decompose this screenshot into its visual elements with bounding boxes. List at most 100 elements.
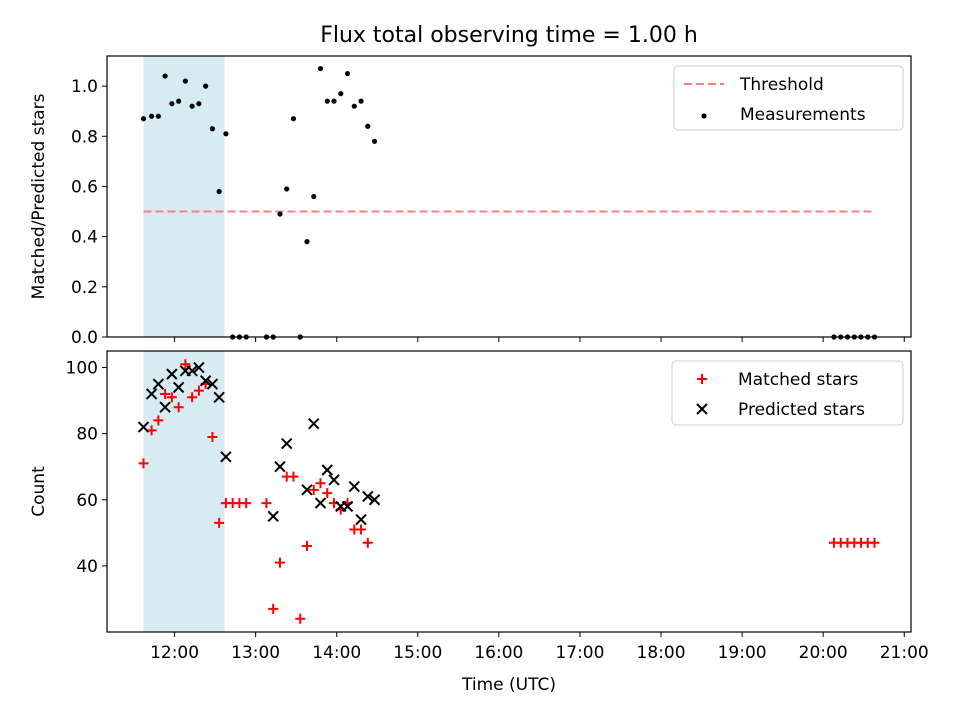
data-point <box>321 464 333 476</box>
data-point <box>268 603 279 614</box>
legend-label: Matched stars <box>738 370 858 390</box>
y-axis-label: Matched/Predicted stars <box>29 93 49 299</box>
data-point <box>362 537 373 548</box>
data-point <box>324 98 330 104</box>
data-point <box>207 431 218 442</box>
data-point <box>295 613 306 624</box>
data-point <box>176 98 182 104</box>
y-tick-label: 0.8 <box>71 127 98 147</box>
data-point <box>338 91 344 97</box>
data-point <box>331 98 337 104</box>
data-point <box>274 557 285 568</box>
panel-bottom: 40 60 80 100 12:00 13:00 14:00 15:00 16:00 17:00 1… <box>29 350 929 695</box>
y-tick-label: 0.6 <box>71 177 98 197</box>
data-point <box>301 541 312 552</box>
data-point <box>311 193 317 200</box>
data-point <box>288 471 299 482</box>
data-point <box>314 497 327 509</box>
data-point <box>213 391 225 403</box>
data-point <box>216 188 222 195</box>
data-point <box>351 103 357 109</box>
data-point <box>241 498 252 509</box>
x-axis-label: Time (UTC) <box>461 675 556 695</box>
data-point <box>137 421 150 433</box>
data-point <box>368 494 381 506</box>
data-point <box>267 510 279 523</box>
data-point <box>206 378 219 390</box>
data-point <box>308 484 319 495</box>
data-point <box>315 478 326 489</box>
y-tick-label: 80 <box>76 425 98 445</box>
data-point <box>180 359 191 370</box>
data-point <box>199 375 212 387</box>
data-point <box>355 513 367 526</box>
data-point <box>155 113 161 119</box>
data-point <box>356 524 367 535</box>
y-tick-label: 0.0 <box>71 328 98 348</box>
y-tick-label: 0.2 <box>71 278 98 298</box>
data-point <box>189 103 195 109</box>
data-point <box>344 70 351 77</box>
legend-frame <box>671 360 904 426</box>
x-tick-label: 12:00 <box>150 643 199 663</box>
axes-frame <box>106 350 912 633</box>
data-point <box>328 474 340 486</box>
data-point <box>304 239 310 245</box>
axes-frame <box>106 55 912 338</box>
data-point <box>348 480 360 493</box>
x-tick-label: 19:00 <box>718 643 767 663</box>
y-tick-label: 60 <box>76 491 98 511</box>
shaded-span <box>143 351 225 632</box>
data-point <box>196 101 202 107</box>
legend-label: Predicted stars <box>738 400 865 420</box>
data-point <box>365 123 371 129</box>
series-predicted-stars <box>137 361 381 526</box>
data-point <box>193 361 205 374</box>
data-point <box>146 425 157 436</box>
x-tick-label: 16:00 <box>474 643 523 663</box>
data-point <box>153 415 164 426</box>
y-tick-label: 1.0 <box>71 77 98 97</box>
data-point <box>159 401 171 413</box>
data-point <box>166 392 177 403</box>
data-point <box>214 517 225 528</box>
x-tick-label: 14:00 <box>312 643 361 663</box>
data-point <box>186 365 198 377</box>
data-point <box>274 460 286 473</box>
y-tick-label: 0.4 <box>71 228 98 248</box>
data-point <box>220 451 232 463</box>
data-point <box>203 83 209 89</box>
data-point <box>362 490 374 503</box>
data-point <box>371 138 378 144</box>
data-point <box>187 392 198 403</box>
shaded-span <box>143 56 225 337</box>
series-measurements <box>140 65 878 340</box>
data-point <box>322 488 333 499</box>
data-point <box>148 113 155 119</box>
data-point <box>869 537 880 548</box>
chart-title: Flux total observing time = 1.00 h <box>320 23 698 48</box>
data-point <box>277 211 283 217</box>
legend-label: Threshold <box>739 75 824 95</box>
y-axis-label: Count <box>29 466 49 517</box>
data-point <box>152 378 165 390</box>
legend: Threshold Measurements <box>673 65 904 131</box>
panel-top: 0.0 0.2 0.4 0.6 0.8 1.0 Matched/Predicted star… <box>29 55 912 348</box>
x-tick-label: 17:00 <box>555 643 604 663</box>
data-point <box>160 388 171 399</box>
data-point <box>281 437 293 450</box>
legend-label: Measurements <box>740 105 866 125</box>
y-tick-label: 40 <box>76 557 98 577</box>
legend-marker <box>696 403 708 415</box>
data-point <box>209 126 215 132</box>
data-point <box>182 78 188 84</box>
x-tick-label: 21:00 <box>880 643 929 663</box>
legend-marker <box>697 374 707 384</box>
data-point <box>169 101 175 107</box>
data-point <box>138 458 149 469</box>
data-point <box>290 116 297 122</box>
data-point <box>284 186 290 192</box>
data-point <box>301 484 313 496</box>
data-point <box>140 116 147 122</box>
